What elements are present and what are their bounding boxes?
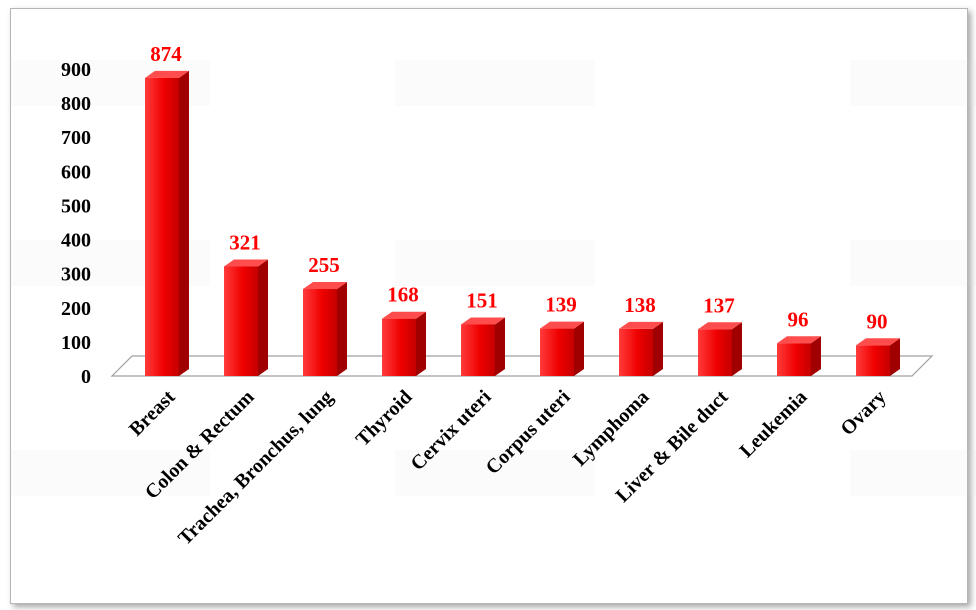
data-label: 137	[703, 293, 735, 317]
bar-side	[653, 321, 663, 376]
bar-front	[224, 266, 258, 376]
x-tick-label: Thyroid	[352, 386, 417, 451]
bar-front	[303, 289, 337, 376]
bar-side	[337, 282, 347, 376]
bar-front	[619, 328, 653, 376]
data-label: 151	[466, 288, 498, 312]
bar	[777, 336, 821, 376]
y-tick-label: 300	[61, 264, 91, 286]
bar-top	[224, 259, 268, 267]
y-tick-label: 200	[61, 298, 91, 320]
watermark-block	[850, 240, 976, 286]
bar-front	[698, 329, 732, 376]
bar	[382, 311, 426, 376]
watermark-block	[395, 240, 595, 286]
y-tick-label: 900	[61, 59, 91, 81]
y-tick-label: 700	[61, 127, 91, 149]
watermark-block	[10, 450, 210, 496]
data-label: 96	[788, 307, 809, 331]
data-label: 874	[150, 42, 182, 66]
y-tick-label: 0	[81, 366, 91, 388]
bars	[145, 70, 900, 376]
y-tick-label: 800	[61, 93, 91, 115]
bar-side	[890, 338, 900, 376]
x-tick-label: Breast	[125, 386, 180, 441]
bar-front	[461, 324, 495, 376]
bar	[224, 259, 268, 376]
watermark-block	[850, 60, 976, 106]
bar	[856, 338, 900, 376]
bar	[145, 70, 189, 376]
bar-front	[777, 343, 811, 376]
data-label: 255	[308, 253, 340, 277]
bar-side	[574, 321, 584, 376]
bar-side	[495, 317, 505, 376]
x-tick-label: Ovary	[836, 386, 890, 440]
bar-front	[540, 328, 574, 376]
bar	[698, 322, 742, 376]
bar-side	[811, 336, 821, 376]
bar-top	[619, 321, 663, 329]
bar-top	[698, 322, 742, 330]
y-tick-label: 400	[61, 230, 91, 252]
data-labels: 874 321 255 168 151 139 138 137 96 90	[150, 42, 887, 333]
bar	[540, 321, 584, 376]
watermark-block	[850, 450, 976, 496]
bar-top	[856, 338, 900, 346]
bar-top	[461, 317, 505, 325]
bar-top	[777, 336, 821, 344]
background-watermark	[10, 60, 976, 496]
bar-front	[145, 77, 179, 376]
bar	[619, 321, 663, 376]
data-label: 138	[624, 293, 656, 317]
bar-top	[145, 70, 189, 78]
bar-side	[416, 311, 426, 376]
y-tick-label: 100	[61, 332, 91, 354]
bar-side	[179, 70, 189, 376]
data-label: 139	[545, 293, 577, 317]
bar-top	[382, 311, 426, 319]
bar-top	[303, 282, 347, 290]
bar-front	[856, 345, 890, 376]
data-label: 168	[387, 283, 419, 307]
y-axis: 0 100 200 300 400 500 600 700 800 900	[61, 59, 91, 388]
bar	[303, 282, 347, 376]
bar	[461, 317, 505, 376]
bar-front	[382, 318, 416, 376]
watermark-block	[395, 450, 595, 496]
watermark-block	[395, 60, 595, 106]
y-tick-label: 600	[61, 161, 91, 183]
bar-side	[732, 322, 742, 376]
y-tick-label: 500	[61, 195, 91, 217]
bar-side	[258, 259, 268, 376]
x-tick-label: Leukemia	[735, 386, 811, 462]
x-tick-label: Lymphoma	[569, 386, 654, 471]
data-label: 321	[229, 231, 261, 255]
bar-top	[540, 321, 584, 329]
data-label: 90	[867, 309, 888, 333]
